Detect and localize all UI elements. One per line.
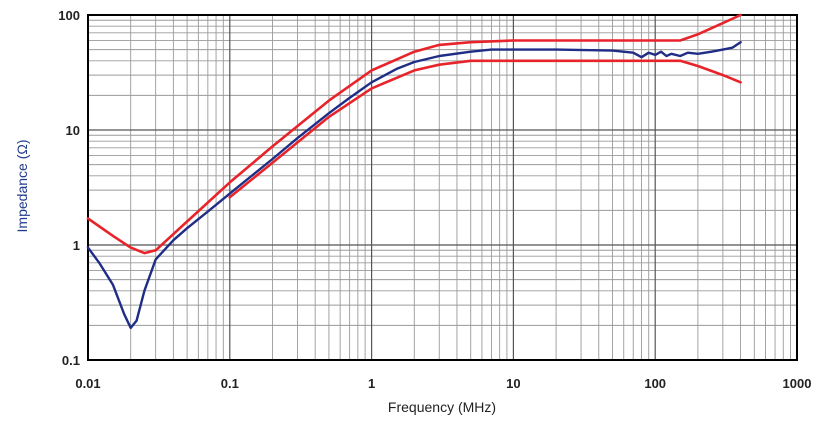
x-axis-title: Frequency (MHz)	[388, 399, 496, 415]
plot-frame	[87, 14, 798, 361]
y-tick-label: 100	[58, 8, 80, 23]
y-tick-labels: 0.1 1 10 100	[58, 8, 80, 368]
impedance-typical-line	[86, 41, 742, 330]
x-tick-label: 0.1	[221, 376, 239, 391]
y-tick-label: 1	[73, 238, 80, 253]
x-tick-label: 100	[644, 376, 666, 391]
x-tick-label: 10	[506, 376, 520, 391]
y-tick-label: 0.1	[62, 353, 80, 368]
x-tick-label: 0.01	[75, 376, 100, 391]
x-tick-label: 1000	[783, 376, 812, 391]
y-tick-label: 10	[66, 123, 80, 138]
major-gridlines	[88, 15, 797, 360]
y-axis-title: Impedance (Ω)	[14, 140, 30, 233]
impedance-upper-limit-line	[86, 13, 742, 255]
impedance-lower-limit-line	[228, 59, 742, 199]
x-tick-label: 1	[368, 376, 375, 391]
x-tick-labels: 0.01 0.1 1 10 100 1000	[75, 376, 811, 391]
minor-gridlines	[88, 15, 797, 360]
series-group	[86, 13, 742, 330]
